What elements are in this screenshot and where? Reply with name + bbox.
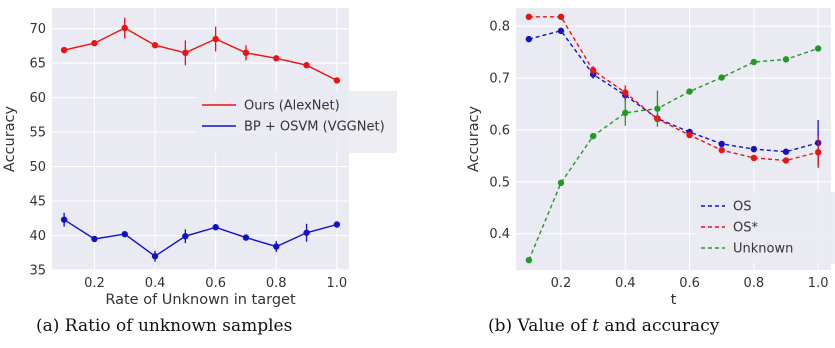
x-tick-label: 0.4	[145, 276, 166, 291]
x-tick-label: 0.8	[266, 276, 287, 291]
series-line	[63, 27, 338, 82]
data-point	[60, 46, 68, 54]
legend-label: Ours (AlexNet)	[244, 99, 340, 114]
data-point	[182, 49, 189, 57]
data-point	[151, 253, 159, 260]
data-point	[60, 216, 68, 223]
x-tick-label: 0.2	[84, 276, 105, 291]
data-point	[750, 154, 758, 162]
legend-label: OS	[733, 200, 751, 215]
data-point	[151, 42, 159, 49]
y-tick-label: 70	[29, 22, 46, 37]
data-point	[273, 55, 280, 62]
data-point	[782, 56, 790, 63]
series-line	[528, 47, 819, 261]
x-tick-label: 1.0	[327, 276, 348, 291]
caption-b-variable: t	[592, 316, 600, 336]
data-point	[686, 131, 693, 139]
x-tick-label: 0.6	[205, 276, 226, 291]
data-point	[782, 148, 790, 155]
data-point	[525, 35, 533, 43]
data-point	[589, 132, 597, 140]
series-line	[63, 219, 338, 258]
y-tick-label: 45	[29, 195, 46, 210]
figure-canvas: 0.2 0.4 0.6 0.8 1.0 35 40 45 50 55 60 65 70 Rate of U…	[2, 8, 835, 308]
legend-box	[695, 192, 835, 264]
x-tick-label: 1.0	[808, 276, 829, 291]
data-point	[686, 88, 693, 95]
data-point	[718, 74, 725, 81]
legend-box	[196, 91, 397, 153]
data-point	[622, 89, 629, 96]
y-tick-label: 65	[29, 57, 46, 72]
data-point	[557, 179, 565, 187]
legend-label: Unknown	[733, 242, 793, 257]
data-point	[525, 13, 533, 21]
y-tick-label: 40	[29, 229, 46, 244]
caption-a-text: (a) Ratio of unknown samples	[36, 316, 293, 336]
series-line	[528, 16, 819, 162]
y-tick-label: 0.6	[489, 123, 510, 138]
data-point	[718, 146, 725, 154]
data-point	[718, 140, 725, 148]
y-tick-label: 0.8	[489, 20, 510, 35]
chart-a: 0.2 0.4 0.6 0.8 1.0 35 40 45 50 55 60 65 70 Rate of U…	[2, 8, 397, 308]
data-point	[121, 230, 128, 238]
data-point	[182, 233, 189, 240]
data-point	[242, 49, 250, 57]
data-point	[121, 24, 128, 32]
data-point	[333, 77, 341, 84]
data-point	[303, 229, 310, 236]
data-point	[303, 62, 310, 69]
data-point	[622, 109, 629, 117]
y-tick-label: 0.4	[489, 227, 510, 242]
chart-b: 0.2 0.4 0.6 0.8 1.0 0.4 0.5 0.6 0.7 0.8 t Accuracy O…	[466, 8, 835, 308]
x-tick-label: 0.6	[679, 276, 700, 291]
caption-a: (a) Ratio of unknown samples	[36, 316, 292, 336]
y-tick-label: 0.5	[489, 175, 510, 190]
data-point	[814, 45, 822, 52]
legend-label: BP + OSVM (VGGNet)	[244, 120, 385, 135]
caption-b-suffix: and accuracy	[599, 316, 720, 336]
data-point	[242, 234, 250, 241]
y-tick-label: 35	[29, 264, 46, 279]
caption-b: (b) Value of t and accuracy	[488, 316, 719, 336]
data-point	[273, 243, 280, 250]
x-axis-label: t	[671, 292, 677, 308]
data-point	[589, 67, 597, 74]
data-point	[814, 149, 822, 156]
series-line	[528, 30, 819, 153]
y-tick-label: 50	[29, 160, 46, 175]
data-point	[91, 39, 98, 47]
y-axis-label: Accuracy	[2, 105, 18, 172]
data-point	[782, 157, 790, 164]
y-tick-label: 60	[29, 91, 46, 106]
data-point	[212, 224, 219, 231]
x-tick-label: 0.8	[744, 276, 765, 291]
data-point	[333, 221, 341, 228]
y-tick-label: 55	[29, 126, 46, 141]
data-point	[557, 13, 565, 21]
data-point	[750, 145, 758, 153]
data-point	[91, 235, 98, 243]
x-axis-label: Rate of Unknown in target	[105, 292, 296, 308]
data-point	[654, 105, 661, 112]
legend-label: OS*	[733, 221, 758, 236]
data-point	[750, 58, 758, 66]
data-point	[525, 256, 533, 264]
x-tick-label: 0.2	[551, 276, 572, 291]
data-point	[212, 35, 219, 43]
y-axis-label: Accuracy	[466, 105, 482, 172]
y-tick-label: 0.7	[489, 72, 510, 87]
caption-b-prefix: (b) Value of	[488, 316, 593, 336]
data-point	[557, 27, 565, 35]
x-tick-label: 0.4	[615, 276, 636, 291]
